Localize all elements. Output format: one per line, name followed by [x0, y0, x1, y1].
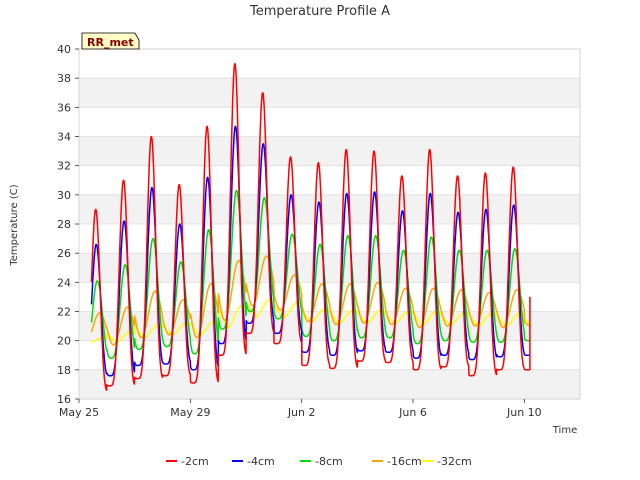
axes-layer: 16 18 20 22 24 26 28 30 32 34 36 38 40 May 25 May 29 Ju… — [57, 43, 542, 419]
grid-band — [79, 136, 580, 166]
x-tick-label: Jun 6 — [398, 406, 427, 419]
x-tick-label: May 25 — [59, 406, 99, 419]
legend-label: -16cm — [387, 455, 422, 468]
y-tick-label: 18 — [57, 364, 71, 377]
y-tick-label: 28 — [57, 218, 71, 231]
legend-label: -4cm — [247, 455, 275, 468]
chart-title: Temperature Profile A — [249, 4, 390, 19]
grid-band — [79, 224, 580, 254]
grid-band — [79, 107, 580, 137]
grid-band — [79, 194, 580, 224]
grid-band — [79, 369, 580, 399]
y-tick-label: 30 — [57, 189, 71, 202]
grid-band — [79, 49, 580, 79]
y-tick-label: 20 — [57, 335, 71, 348]
legend: -2cm -4cm -8cm -16cm -32cm — [166, 455, 472, 468]
legend-label: -2cm — [181, 455, 209, 468]
series-layer — [90, 62, 531, 391]
badge: RR_met — [81, 32, 140, 50]
y-axis-label: Temperature (C) — [9, 184, 20, 266]
y-tick-label: 38 — [57, 72, 71, 85]
y-tick-label: 36 — [57, 101, 71, 114]
x-tick-label: Jun 10 — [506, 406, 542, 419]
grid-band — [79, 78, 580, 108]
legend-label: -32cm — [437, 455, 472, 468]
badge-label: RR_met — [87, 36, 134, 49]
y-tick-label: 32 — [57, 160, 71, 173]
x-tick-label: May 29 — [170, 406, 210, 419]
grid-band — [79, 165, 580, 195]
grid-band — [79, 253, 580, 283]
legend-label: -8cm — [315, 455, 343, 468]
series-line-minus2cm — [90, 62, 531, 391]
badge-box — [81, 32, 140, 50]
y-tick-label: 16 — [57, 393, 71, 406]
y-tick-label: 26 — [57, 247, 71, 260]
y-tick-label: 24 — [57, 276, 71, 289]
y-tick-label: 40 — [57, 43, 71, 56]
y-tick-label: 22 — [57, 306, 71, 319]
series-line-minus16cm — [90, 255, 531, 346]
y-tick-label: 34 — [57, 131, 71, 144]
x-axis-label: Time — [552, 425, 577, 436]
x-tick-label: Jun 2 — [287, 406, 316, 419]
